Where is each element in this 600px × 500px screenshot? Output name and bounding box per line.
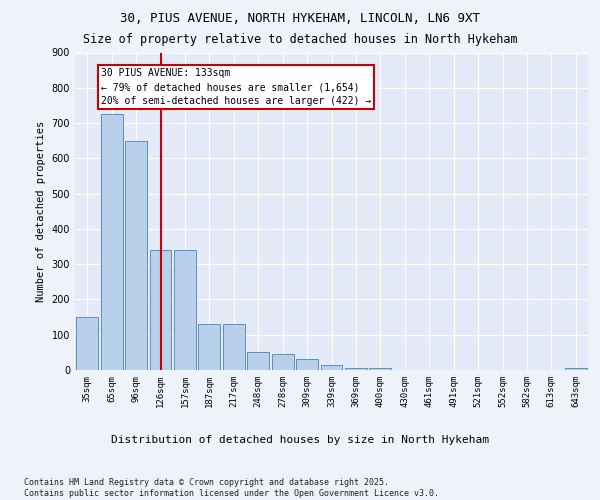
Text: 30, PIUS AVENUE, NORTH HYKEHAM, LINCOLN, LN6 9XT: 30, PIUS AVENUE, NORTH HYKEHAM, LINCOLN,… [120, 12, 480, 26]
Text: Size of property relative to detached houses in North Hykeham: Size of property relative to detached ho… [83, 32, 517, 46]
Bar [565, 368, 587, 370]
Bar [101, 114, 122, 370]
Bar [370, 368, 391, 370]
Y-axis label: Number of detached properties: Number of detached properties [36, 120, 46, 302]
Bar [296, 360, 318, 370]
Bar [320, 364, 343, 370]
Bar [272, 354, 293, 370]
Bar [76, 317, 98, 370]
Bar [247, 352, 269, 370]
Bar [223, 324, 245, 370]
Bar [345, 368, 367, 370]
Text: Contains HM Land Registry data © Crown copyright and database right 2025.
Contai: Contains HM Land Registry data © Crown c… [24, 478, 439, 498]
Bar [199, 324, 220, 370]
Text: 30 PIUS AVENUE: 133sqm
← 79% of detached houses are smaller (1,654)
20% of semi-: 30 PIUS AVENUE: 133sqm ← 79% of detached… [101, 68, 371, 106]
Text: Distribution of detached houses by size in North Hykeham: Distribution of detached houses by size … [111, 435, 489, 445]
Bar [125, 140, 147, 370]
Bar [174, 250, 196, 370]
Bar [149, 250, 172, 370]
